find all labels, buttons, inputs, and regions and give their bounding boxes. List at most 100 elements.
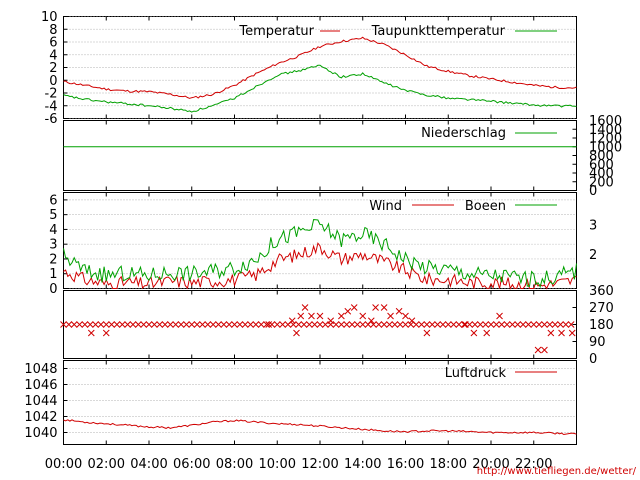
direction-marker <box>514 321 522 328</box>
direction-marker <box>338 321 345 328</box>
direction-marker <box>396 321 404 328</box>
direction-marker <box>289 321 297 328</box>
direction-marker <box>338 312 345 320</box>
series-line-taupunkttemperatur <box>63 64 577 113</box>
direction-marker <box>241 321 249 328</box>
legend-luftdruck: Luftdruck <box>445 366 557 381</box>
direction-marker <box>423 329 431 337</box>
y-right-tick-label: 600 <box>589 158 614 173</box>
direction-marker <box>450 321 457 328</box>
direction-marker <box>492 321 500 328</box>
direction-marker <box>568 329 576 337</box>
y-right-tick-label: 0 <box>589 352 597 367</box>
y-right-tick-label: 1000 <box>589 140 622 155</box>
direction-marker <box>199 321 206 328</box>
y-tick-label: -6 <box>45 112 58 127</box>
y-right-tick-label: 0 <box>589 184 597 199</box>
direction-marker <box>81 321 89 328</box>
direction-marker <box>92 321 99 328</box>
series-line-temperatur <box>63 36 577 99</box>
direction-marker <box>124 321 131 328</box>
x-tick-label: 10:00 <box>259 457 296 472</box>
direction-marker <box>279 321 286 328</box>
direction-marker <box>288 317 296 325</box>
direction-marker <box>535 321 543 328</box>
y-tick-label: -2 <box>45 87 58 102</box>
direction-marker <box>70 321 78 328</box>
y-right-tick-label: 800 <box>589 149 614 164</box>
direction-marker <box>509 321 516 328</box>
y-tick-label: 1042 <box>24 410 57 425</box>
direction-marker <box>225 321 233 328</box>
x-tick-label: 16:00 <box>387 457 424 472</box>
direction-marker <box>97 321 105 328</box>
y-right-tick-label: 1600 <box>589 114 622 129</box>
direction-marker <box>562 321 570 328</box>
direction-marker <box>161 321 169 328</box>
direction-marker <box>380 304 388 311</box>
direction-marker <box>321 321 329 328</box>
direction-marker <box>402 312 409 320</box>
direction-marker <box>387 312 394 320</box>
direction-marker <box>470 329 478 337</box>
direction-marker <box>541 346 548 354</box>
direction-marker <box>391 321 399 328</box>
direction-marker <box>295 321 302 328</box>
y-right-tick-label: 180 <box>589 318 614 333</box>
direction-marker <box>344 307 352 315</box>
direction-marker <box>102 321 110 328</box>
direction-marker <box>231 321 238 328</box>
x-tick-label: 12:00 <box>301 457 338 472</box>
x-tick-label: 20:00 <box>472 457 509 472</box>
direction-marker <box>108 321 115 328</box>
direction-marker <box>252 321 260 328</box>
direction-marker <box>546 321 554 328</box>
direction-marker <box>257 321 265 328</box>
y-tick-label: 8 <box>49 23 57 38</box>
direction-marker <box>461 321 469 328</box>
direction-marker <box>60 321 67 328</box>
direction-marker <box>263 321 270 328</box>
y-tick-label: 0 <box>49 282 57 297</box>
direction-marker <box>305 321 313 328</box>
direction-marker <box>300 321 308 328</box>
direction-marker <box>395 307 403 315</box>
direction-marker <box>297 312 305 320</box>
legend-label-niederschlag: Niederschlag <box>421 126 506 141</box>
direction-marker <box>343 321 351 328</box>
direction-marker <box>327 317 335 325</box>
direction-marker <box>156 321 164 328</box>
direction-marker <box>150 321 158 328</box>
direction-marker <box>332 321 340 328</box>
y-tick-label: 4 <box>49 223 57 238</box>
y-tick-label: 3 <box>49 238 57 253</box>
legend-taupunkttemperatur: Taupunkttemperatur <box>371 24 557 39</box>
wind-right-label: 2 <box>589 248 597 263</box>
direction-marker <box>375 321 383 328</box>
direction-marker <box>145 321 153 328</box>
direction-marker <box>76 321 83 328</box>
direction-marker <box>359 321 367 328</box>
direction-marker <box>408 317 416 325</box>
x-tick-label: 04:00 <box>130 457 167 472</box>
direction-marker <box>380 321 388 328</box>
series-layer <box>60 36 577 436</box>
y-tick-label: 10 <box>41 10 58 25</box>
footer-url[interactable]: http://www.tiefliegen.de/wetter/ <box>477 466 637 477</box>
direction-marker <box>496 312 503 320</box>
direction-marker <box>247 321 254 328</box>
y-right-tick-label: 200 <box>589 175 614 190</box>
direction-marker <box>167 321 174 328</box>
legend-label-boeen: Boeen <box>465 199 506 214</box>
tick-layer: -6-4-20246810020040060080010001200140016… <box>24 10 622 445</box>
direction-marker <box>534 346 542 354</box>
x-tick-label: 02:00 <box>88 457 125 472</box>
y-right-tick-label: 360 <box>589 284 614 299</box>
y-tick-label: 1040 <box>24 426 57 441</box>
direction-marker <box>359 312 367 320</box>
legend-label-taupunkttemperatur: Taupunkttemperatur <box>371 24 506 39</box>
direction-marker <box>541 321 548 328</box>
direction-marker <box>434 321 441 328</box>
